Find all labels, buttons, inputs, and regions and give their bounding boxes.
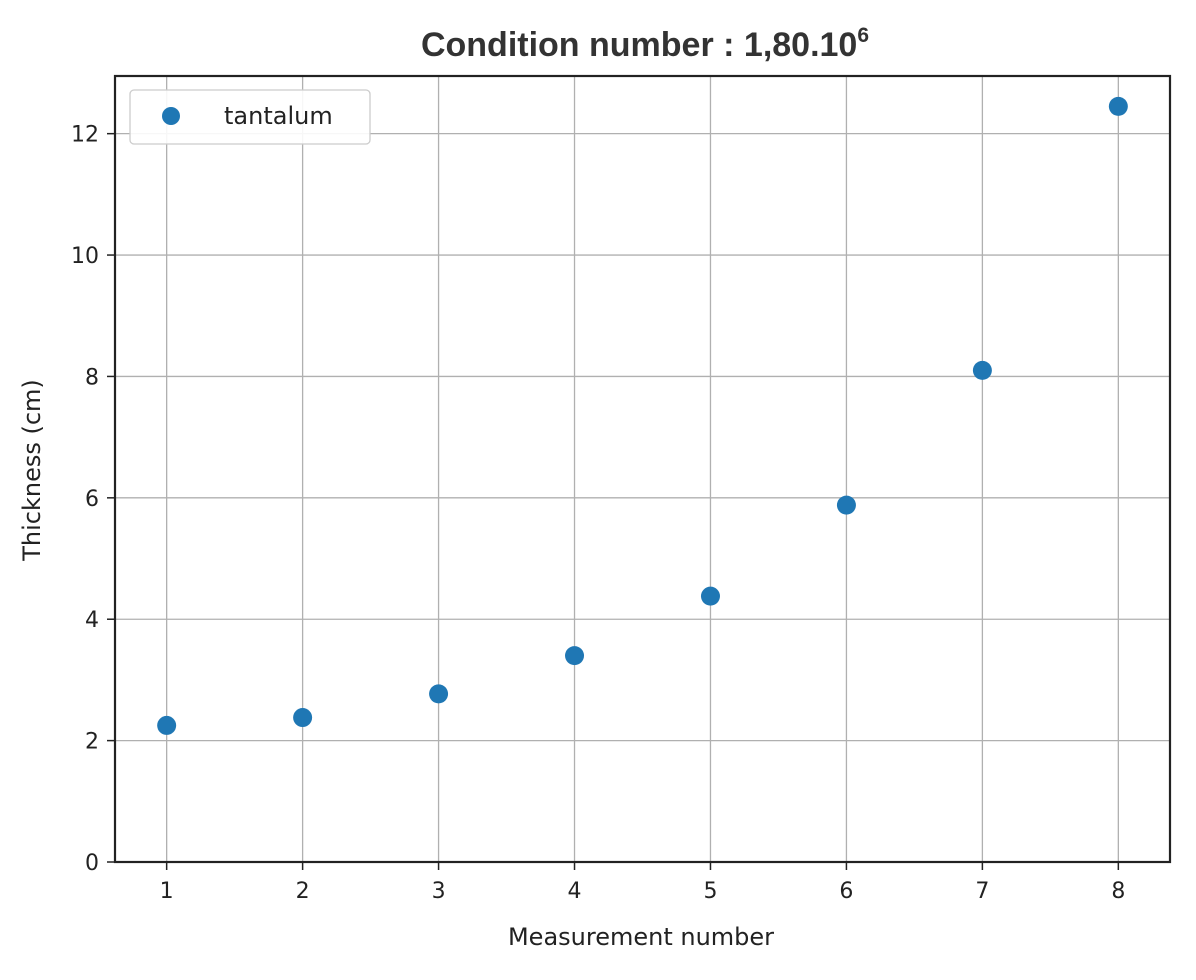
legend-box [129,89,371,145]
plot-area-frame [113,74,1172,864]
x-tick-label: 7 [975,879,989,904]
data-point [565,646,585,666]
data-point [429,684,449,704]
legend: tantalum [129,89,371,145]
y-tick-label: 2 [85,730,99,755]
y-tick-label: 4 [85,608,99,633]
data-point [972,360,992,380]
data-point [157,715,177,735]
grid-lines [115,76,1170,863]
legend-marker [162,107,180,125]
x-tick-label: 1 [160,879,174,904]
x-tick-label: 6 [839,879,853,904]
x-tick-label: 4 [568,879,582,904]
y-tick-label: 6 [85,487,99,512]
legend-label: tantalum [224,102,333,130]
data-points [157,96,1128,735]
y-tick-label: 10 [71,244,99,269]
y-axis-label: Thickness (cm) [18,379,46,562]
data-point [700,586,720,606]
data-point [1108,96,1128,116]
x-tick-label: 2 [296,879,310,904]
chart-title: Condition number : 1,80.106 [421,24,869,64]
data-point [836,495,856,515]
y-tick-label: 0 [85,851,99,876]
chart-title-text: Condition number : 1,80.10 [421,26,857,64]
x-tick-label: 5 [703,879,717,904]
x-tick-label: 3 [432,879,446,904]
chart-title-superscript: 6 [857,24,869,47]
x-tick-label: 8 [1111,879,1125,904]
data-point [293,708,313,728]
x-axis-label: Measurement number [508,923,774,951]
y-tick-label: 12 [71,123,99,148]
y-tick-label: 8 [85,365,99,390]
